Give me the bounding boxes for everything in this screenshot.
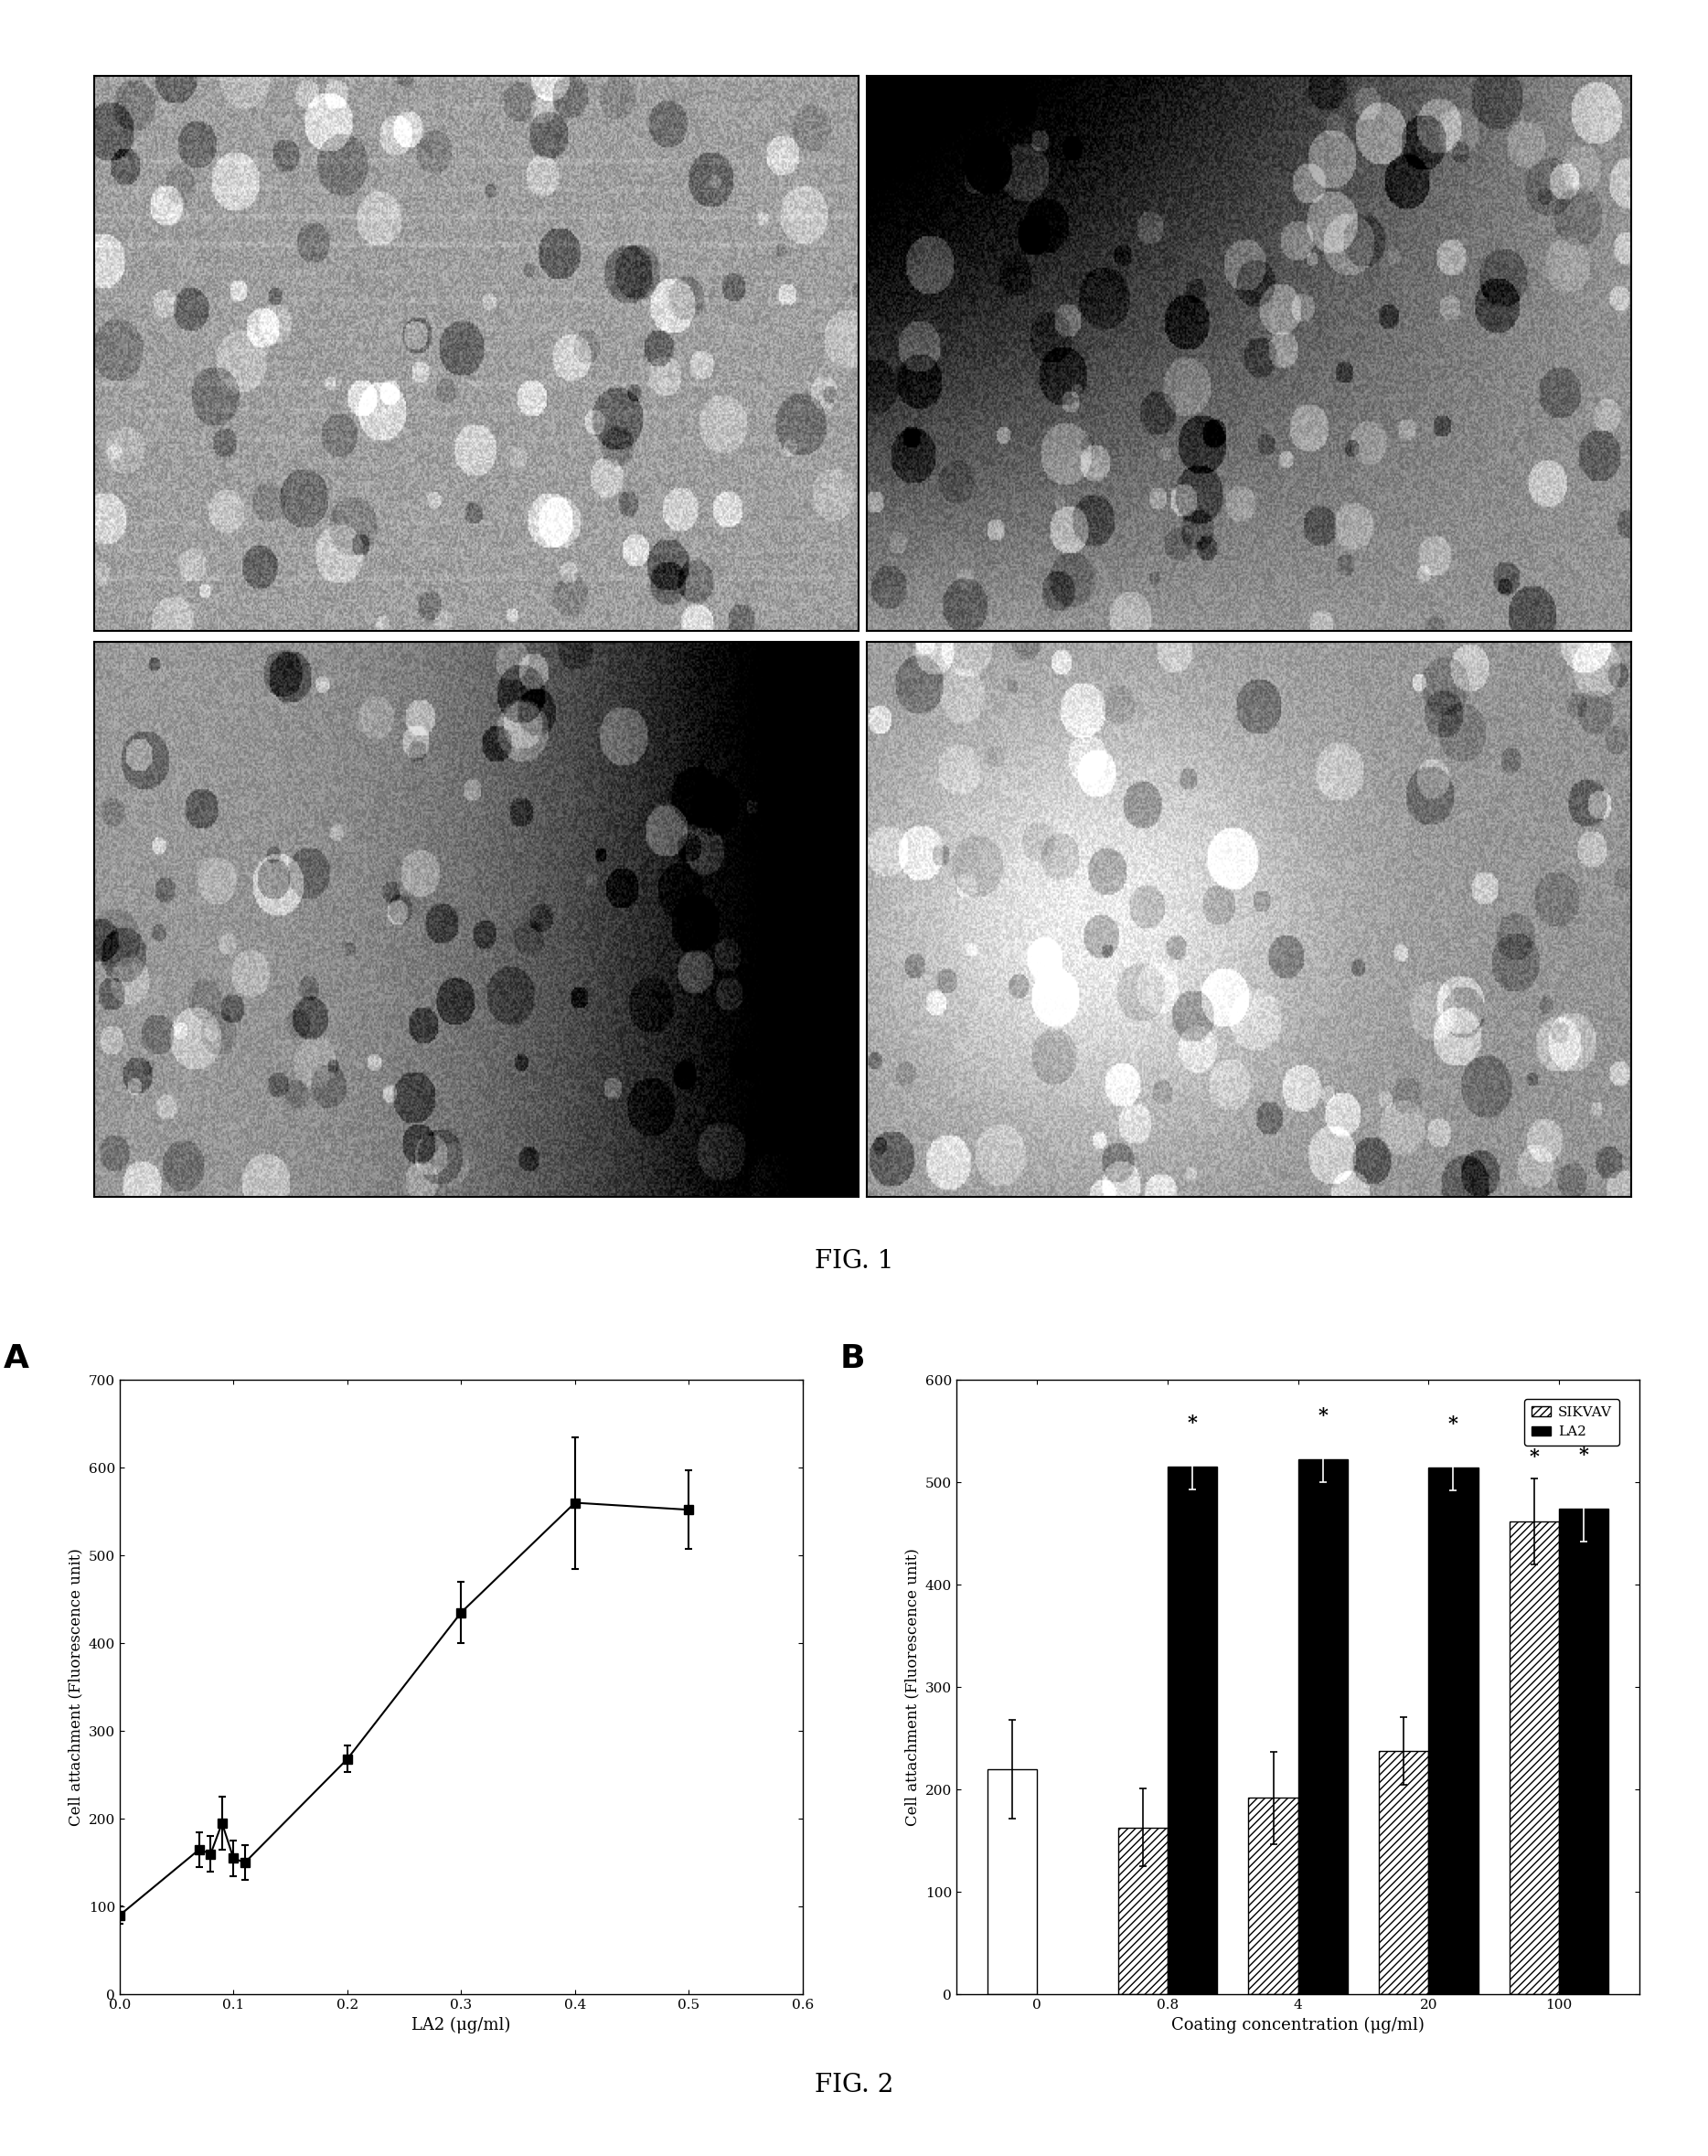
- Legend: SIKVAV, LA2: SIKVAV, LA2: [1525, 1399, 1619, 1447]
- Text: *: *: [1448, 1414, 1459, 1434]
- Bar: [1249, 1798, 1298, 1994]
- Bar: [1378, 1751, 1428, 1994]
- Text: B: B: [840, 1343, 866, 1373]
- Text: *: *: [1319, 1406, 1327, 1425]
- Bar: [1559, 1509, 1609, 1994]
- Text: FIG. 1: FIG. 1: [815, 1248, 893, 1274]
- Bar: [1168, 1466, 1218, 1994]
- Text: *: *: [1529, 1447, 1539, 1466]
- X-axis label: Coating concentration (μg/ml): Coating concentration (μg/ml): [1172, 2016, 1424, 2033]
- Text: A: A: [3, 1343, 29, 1373]
- X-axis label: LA2 (μg/ml): LA2 (μg/ml): [412, 2016, 511, 2033]
- Y-axis label: Cell attachment (Fluorescence unit): Cell attachment (Fluorescence unit): [68, 1548, 84, 1826]
- Bar: [1428, 1468, 1477, 1994]
- Y-axis label: Cell attachment (Fluorescence unit): Cell attachment (Fluorescence unit): [905, 1548, 921, 1826]
- Bar: [987, 1768, 1037, 1994]
- Text: *: *: [1187, 1414, 1197, 1432]
- Bar: [1119, 1828, 1168, 1994]
- Text: *: *: [1578, 1445, 1588, 1464]
- Bar: [1298, 1460, 1348, 1994]
- Bar: [1510, 1522, 1559, 1994]
- Text: FIG. 2: FIG. 2: [815, 2072, 893, 2098]
